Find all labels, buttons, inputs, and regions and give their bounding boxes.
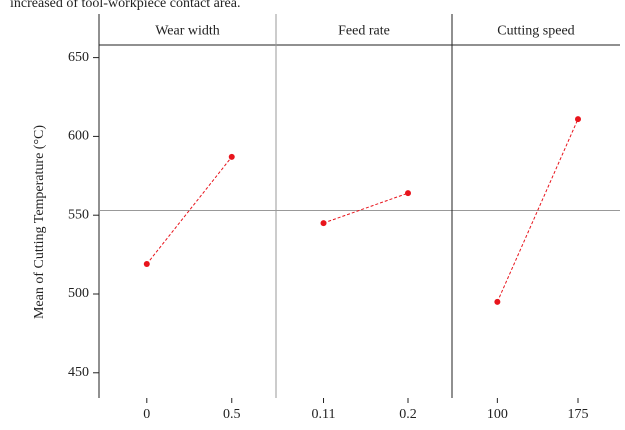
y-tick-label: 550 [68,207,89,222]
effect-line [323,192,409,224]
x-tick-label: 0.5 [223,407,241,422]
panel-title: Cutting speed [497,24,574,39]
y-tick-label: 450 [68,365,89,380]
x-tick-label: 0 [143,407,150,422]
panel-title: Feed rate [338,24,390,39]
point [143,261,150,268]
x-tick-label: 0.11 [312,407,336,422]
x-tick-label: 100 [487,407,508,422]
y-axis-label: Mean of Cutting Temperature (°C) [32,125,47,319]
y-tick-label: 650 [68,50,89,65]
x-tick-label: 175 [568,407,589,422]
effect-line [146,156,233,265]
caption: increased of tool-workpiece contact area… [10,0,241,11]
panel-title: Wear width [155,24,220,39]
point [320,220,327,227]
point [228,153,235,160]
point [405,190,411,197]
point [494,298,501,305]
y-tick-label: 500 [68,286,89,301]
effect-line [496,118,579,303]
x-tick-label: 0.2 [399,407,417,422]
point [575,116,581,123]
y-tick-label: 600 [68,129,89,144]
